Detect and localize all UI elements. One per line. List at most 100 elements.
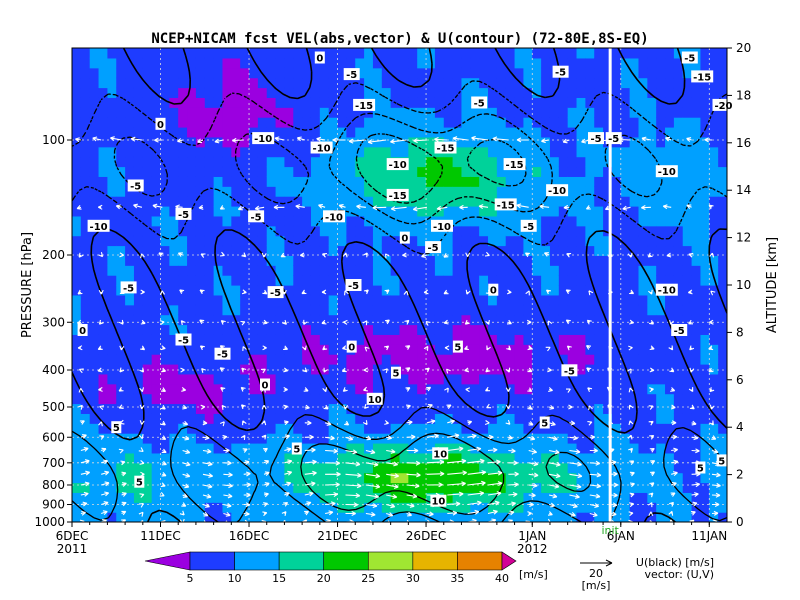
wind-vector [325, 448, 338, 454]
speed-cell [709, 512, 719, 522]
wind-vector [444, 345, 450, 351]
speed-cell [98, 176, 108, 187]
speed-cell [142, 443, 153, 454]
speed-cell [337, 373, 347, 385]
speed-cell [213, 275, 224, 286]
wind-vector [505, 387, 511, 392]
speed-cell [399, 502, 409, 513]
speed-cell [213, 67, 224, 79]
speed-cell [231, 48, 241, 59]
speed-cell [142, 156, 153, 168]
speed-cell [187, 393, 197, 405]
speed-cell [107, 443, 117, 454]
speed-cell [567, 354, 578, 365]
speed-cell [647, 146, 657, 158]
speed-cell [302, 77, 312, 89]
speed-cell [381, 235, 392, 247]
speed-cell [567, 196, 578, 207]
speed-cell [107, 255, 117, 266]
speed-cell [718, 275, 727, 286]
speed-cell [80, 423, 91, 434]
speed-cell [187, 245, 197, 256]
speed-cell [195, 186, 206, 197]
wind-vector [543, 252, 550, 257]
speed-cell [452, 403, 463, 414]
wind-vector [98, 387, 103, 392]
speed-cell [240, 186, 250, 197]
speed-cell [718, 176, 727, 187]
speed-cell [541, 186, 551, 197]
speed-cell [372, 462, 383, 474]
speed-cell [461, 206, 471, 217]
wind-vector [304, 481, 316, 487]
contour-label-bg [353, 98, 376, 111]
speed-cell [691, 314, 702, 326]
speed-cell [585, 146, 595, 158]
speed-cell [532, 433, 542, 444]
speed-cell [691, 117, 702, 128]
speed-cell [240, 107, 250, 118]
speed-cell [665, 48, 675, 59]
speed-cell [107, 482, 117, 493]
speed-cell [355, 443, 365, 454]
wind-vector [426, 386, 432, 392]
speed-cell [293, 275, 303, 286]
speed-cell [355, 265, 365, 276]
speed-cell [434, 393, 445, 405]
speed-cell [461, 275, 471, 286]
wind-vector [628, 387, 634, 393]
wind-vector [406, 460, 421, 466]
speed-cell [558, 413, 569, 424]
speed-cell [470, 255, 480, 266]
speed-cell [337, 472, 347, 484]
speed-cell [620, 294, 631, 306]
speed-cell [195, 294, 206, 306]
speed-cell [142, 452, 153, 464]
wind-vector [263, 460, 270, 465]
speed-cell [213, 413, 224, 424]
speed-cell [514, 512, 525, 522]
speed-cell [364, 166, 374, 177]
speed-cell [505, 146, 516, 158]
speed-cell [249, 324, 259, 335]
wind-vector [101, 501, 109, 506]
contour-label-bg [323, 210, 345, 223]
speed-cell [142, 354, 153, 365]
speed-cell [204, 215, 215, 227]
speed-cell [266, 48, 277, 59]
speed-cell [594, 364, 604, 375]
wind-vector [423, 289, 429, 295]
speed-cell [665, 334, 675, 345]
wind-vector [158, 252, 164, 257]
wind-vector [240, 386, 246, 392]
speed-cell [417, 156, 427, 168]
wind-vector [261, 434, 267, 440]
speed-cell [390, 225, 401, 237]
speed-cell [558, 235, 569, 247]
speed-cell [611, 107, 622, 118]
speed-cell [496, 492, 507, 503]
speed-cell [673, 393, 684, 405]
speed-cell [452, 97, 463, 108]
speed-cell [275, 334, 286, 345]
contour-label: 0 [157, 120, 164, 131]
speed-cell [346, 334, 356, 345]
speed-cell [700, 97, 710, 108]
speed-cell [187, 146, 197, 158]
wind-vector [261, 252, 267, 258]
wind-vector [101, 510, 108, 515]
speed-cell [187, 196, 197, 207]
speed-cell [364, 176, 374, 187]
speed-cell [249, 67, 259, 79]
speed-cell [231, 107, 241, 118]
speed-cell [310, 235, 321, 247]
wind-vector [139, 493, 145, 498]
speed-cell [98, 334, 108, 345]
speed-cell [240, 472, 250, 484]
speed-cell [72, 196, 82, 207]
speed-cell [514, 502, 525, 513]
speed-cell [638, 334, 648, 345]
speed-cell [408, 324, 418, 335]
speed-cell [372, 127, 383, 138]
